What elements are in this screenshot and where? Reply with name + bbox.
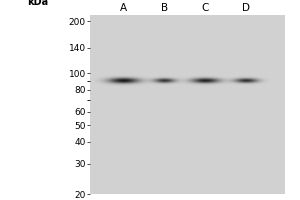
Text: C: C <box>201 3 209 13</box>
Text: D: D <box>242 3 250 13</box>
Text: kDa: kDa <box>28 0 49 7</box>
Text: B: B <box>160 3 168 13</box>
Text: A: A <box>120 3 127 13</box>
